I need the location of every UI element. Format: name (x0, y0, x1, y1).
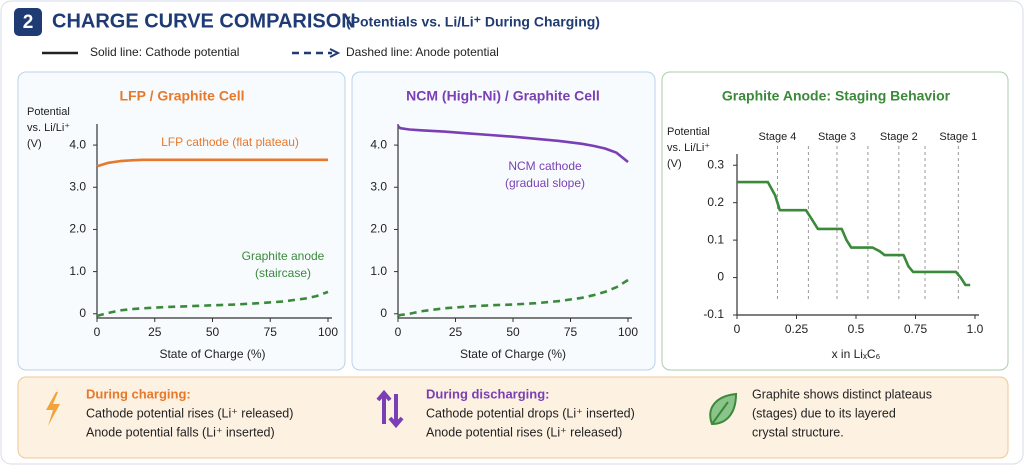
y-tick-label: 4.0 (69, 137, 86, 151)
arrows-icon (376, 389, 404, 429)
y-tick-label: 0.3 (707, 157, 724, 171)
x-tick-label: 100 (618, 325, 638, 339)
note-title: During discharging: (426, 386, 550, 401)
series-line (96, 158, 328, 168)
legend-solid: Solid line: Cathode potential (90, 45, 239, 59)
x-tick-label: 0 (734, 322, 741, 336)
y-tick-label: 1.0 (69, 264, 86, 278)
y-tick-label: 0 (79, 306, 86, 320)
x-axis-label: x in LiₓC₆ (832, 347, 881, 361)
x-tick-label: 25 (449, 325, 463, 339)
series-annotation: LFP cathode (flat plateau) (161, 135, 299, 149)
series-annotation: (gradual slope) (505, 176, 585, 190)
y-axis-label: Potential (27, 106, 70, 118)
x-tick-label: 100 (318, 325, 338, 339)
chart-title: Graphite Anode: Staging Behavior (722, 88, 951, 104)
stage-label: Stage 1 (939, 131, 977, 143)
panel (661, 71, 1009, 371)
y-tick-label: 2.0 (370, 222, 387, 236)
x-tick-label: 0.25 (785, 322, 809, 336)
panel (351, 71, 656, 371)
y-tick-label: 1.0 (370, 264, 387, 278)
note-line: Cathode potential rises (Li⁺ released) (86, 406, 293, 420)
legend-dashed: Dashed line: Anode potential (346, 45, 499, 59)
series-line (397, 125, 629, 164)
legend-arrow (329, 48, 341, 58)
y-axis-label: vs. Li/Li⁺ (667, 142, 710, 154)
note-line: Anode potential falls (Li⁺ inserted) (86, 425, 275, 439)
x-tick-label: 0.5 (848, 322, 865, 336)
series-line (397, 278, 629, 318)
header-title: CHARGE CURVE COMPARISON (52, 10, 356, 32)
series-annotation: (staircase) (255, 266, 311, 280)
panel (17, 71, 346, 371)
series-annotation: NCM cathode (508, 159, 582, 173)
note-line: Anode potential rises (Li⁺ released) (426, 425, 622, 439)
x-tick-label: 0.75 (904, 322, 928, 336)
x-axis-label: State of Charge (%) (159, 347, 265, 361)
y-axis-label: (V) (667, 158, 682, 170)
x-tick-label: 0 (94, 325, 101, 339)
y-tick-label: 2.0 (69, 222, 86, 236)
y-tick-label: 0.2 (707, 195, 724, 209)
y-tick-label: 0.1 (707, 232, 724, 246)
series-line (96, 290, 329, 318)
header-subtitle: (Potentials vs. Li/Li⁺ During Charging) (346, 14, 600, 30)
x-tick-label: 25 (148, 325, 162, 339)
stage-label: Stage 4 (758, 131, 796, 143)
x-tick-label: 0 (395, 325, 402, 339)
series-annotation: Graphite anode (242, 249, 325, 263)
y-axis-label: (V) (27, 138, 42, 150)
x-tick-label: 50 (506, 325, 520, 339)
chart-title: LFP / Graphite Cell (120, 88, 245, 104)
section-badge (14, 8, 42, 36)
note-title: During charging: (86, 386, 191, 401)
y-tick-label: 0 (380, 306, 387, 320)
y-tick-label: 4.0 (370, 137, 387, 151)
y-tick-label: 0 (717, 270, 724, 284)
chart-title: NCM (High-Ni) / Graphite Cell (406, 88, 600, 104)
x-axis-label: State of Charge (%) (460, 347, 566, 361)
x-tick-label: 75 (264, 325, 278, 339)
x-tick-label: 50 (206, 325, 220, 339)
y-axis-label: vs. Li/Li⁺ (27, 122, 70, 134)
y-axis-label: Potential (667, 126, 710, 138)
lightning-icon (46, 392, 60, 426)
note-line: Graphite shows distinct plateaus (752, 387, 932, 401)
y-tick-label: 3.0 (370, 179, 387, 193)
stage-label: Stage 3 (818, 131, 856, 143)
note-line: crystal structure. (752, 425, 844, 439)
x-tick-label: 1.0 (967, 322, 984, 336)
leaf-icon (709, 392, 738, 426)
section-number: 2 (23, 12, 34, 33)
series-line (737, 180, 971, 287)
x-tick-label: 75 (564, 325, 578, 339)
y-tick-label: -0.1 (703, 307, 724, 321)
stage-label: Stage 2 (880, 131, 918, 143)
note-line: (stages) due to its layered (752, 406, 896, 420)
notes-box (17, 376, 1009, 459)
y-tick-label: 3.0 (69, 179, 86, 193)
note-line: Cathode potential drops (Li⁺ inserted) (426, 406, 635, 420)
